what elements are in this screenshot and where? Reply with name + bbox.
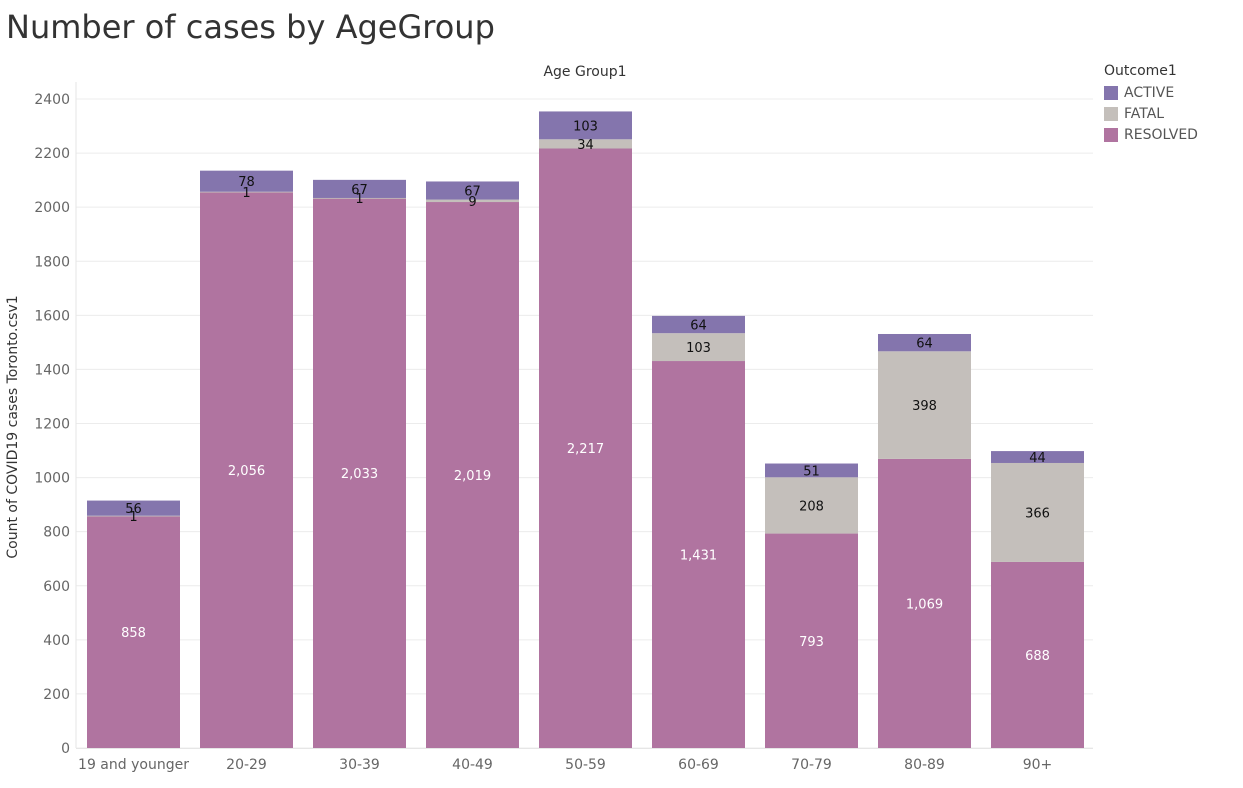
legend-label-resolved: RESOLVED <box>1124 126 1198 143</box>
bar-resolved[interactable] <box>313 198 406 748</box>
legend: Outcome1 ACTIVE FATAL RESOLVED <box>1104 63 1198 145</box>
x-tick-label: 90+ <box>1023 757 1053 773</box>
y-tick-label: 1400 <box>34 362 70 378</box>
bar-active[interactable] <box>652 315 745 334</box>
bar-resolved[interactable] <box>426 202 519 748</box>
data-label-fatal: 1 <box>129 510 137 525</box>
x-tick-label: 60-69 <box>678 757 719 773</box>
bar-resolved[interactable] <box>539 148 632 748</box>
data-label-resolved: 1,431 <box>680 549 717 564</box>
bar-fatal[interactable] <box>313 197 406 199</box>
y-tick-label: 600 <box>43 579 70 595</box>
bar-fatal[interactable] <box>878 351 971 459</box>
bar-active[interactable] <box>539 111 632 140</box>
y-tick-label: 1600 <box>34 308 70 324</box>
legend-title: Outcome1 <box>1104 63 1177 79</box>
bar-resolved[interactable] <box>87 515 180 748</box>
x-tick-label: 50-59 <box>565 757 606 773</box>
data-label-resolved: 688 <box>1025 649 1050 664</box>
data-label-active: 56 <box>125 502 142 517</box>
x-axis: 19 and younger 20-29 30-39 40-49 50-59 60-69 7… <box>76 748 1093 773</box>
y-tick-label: 1000 <box>34 471 70 487</box>
y-tick-label: 0 <box>61 741 70 757</box>
y-tick-label: 1800 <box>34 254 70 270</box>
bar-active[interactable] <box>313 179 406 198</box>
data-label-fatal: 208 <box>799 499 824 514</box>
data-label-resolved: 2,033 <box>341 467 378 482</box>
legend-item-active[interactable]: ACTIVE <box>1104 82 1198 103</box>
y-tick-label: 400 <box>43 633 70 649</box>
bar-resolved[interactable] <box>765 533 858 748</box>
bar-resolved[interactable] <box>200 192 293 749</box>
x-tick-label: 40-49 <box>452 757 493 773</box>
x-tick-label: 80-89 <box>904 757 945 773</box>
x-tick-label: 19 and younger <box>78 757 189 773</box>
bar-active[interactable] <box>765 463 858 478</box>
data-label-fatal: 34 <box>577 138 594 153</box>
bar-fatal[interactable] <box>991 462 1084 562</box>
bar-fatal[interactable] <box>765 477 858 534</box>
y-tick-label: 1200 <box>34 417 70 433</box>
data-label-fatal: 366 <box>1025 506 1050 521</box>
data-label-active: 78 <box>238 175 255 190</box>
bars <box>87 111 1084 749</box>
legend-item-fatal[interactable]: FATAL <box>1104 103 1198 124</box>
data-label-resolved: 1,069 <box>906 597 943 612</box>
data-label-fatal: 1 <box>242 186 250 201</box>
legend-label-active: ACTIVE <box>1124 84 1175 101</box>
data-label-active: 67 <box>351 183 368 198</box>
data-label-resolved: 2,217 <box>567 442 604 457</box>
y-tick-label: 2000 <box>34 200 70 216</box>
bar-fatal[interactable] <box>652 333 745 362</box>
bar-fatal[interactable] <box>87 515 180 517</box>
data-label-active: 67 <box>464 185 481 200</box>
data-label-active: 44 <box>1029 451 1046 466</box>
bar-active[interactable] <box>426 181 519 200</box>
bar-resolved[interactable] <box>652 361 745 748</box>
data-label-fatal: 1 <box>355 192 363 207</box>
legend-swatch-fatal <box>1104 106 1118 121</box>
data-label-resolved: 858 <box>121 626 146 641</box>
bar-active[interactable] <box>878 333 971 352</box>
column-header: Age Group1 <box>543 64 626 80</box>
bar-active[interactable] <box>200 170 293 192</box>
y-tick-label: 200 <box>43 687 70 703</box>
data-label-resolved: 793 <box>799 635 824 650</box>
legend-item-resolved[interactable]: RESOLVED <box>1104 124 1198 145</box>
x-tick-label: 70-79 <box>791 757 832 773</box>
y-tick-label: 2400 <box>34 92 70 108</box>
y-tick-label: 2200 <box>34 146 70 162</box>
y-axis: 0 200 400 600 800 1000 1200 1400 1600 1800 2000 220… <box>34 82 77 757</box>
bar-fatal[interactable] <box>200 191 293 193</box>
legend-label-fatal: FATAL <box>1124 105 1165 122</box>
y-axis-label: Count of COVID19 cases Toronto.csv1 <box>5 295 21 558</box>
data-label-fatal: 398 <box>912 399 937 414</box>
x-tick-label: 30-39 <box>339 757 380 773</box>
data-label-resolved: 2,056 <box>228 464 265 479</box>
x-tick-label: 20-29 <box>226 757 267 773</box>
page-title: Number of cases by AgeGroup <box>6 8 495 46</box>
data-label-active: 103 <box>573 119 598 134</box>
bar-resolved[interactable] <box>991 561 1084 748</box>
bar-fatal[interactable] <box>539 139 632 149</box>
data-label-active: 51 <box>803 464 820 479</box>
data-labels: 8581562,0561782,0331672,0199672,21734103… <box>121 119 1050 664</box>
bar-fatal[interactable] <box>426 199 519 203</box>
data-label-active: 64 <box>916 337 933 352</box>
data-label-active: 64 <box>690 319 707 334</box>
data-label-fatal: 103 <box>686 341 711 356</box>
data-label-fatal: 9 <box>468 195 476 210</box>
legend-swatch-active <box>1104 85 1118 100</box>
legend-swatch-resolved <box>1104 127 1118 142</box>
bar-resolved[interactable] <box>878 458 971 748</box>
data-label-resolved: 2,019 <box>454 469 491 484</box>
y-tick-label: 800 <box>43 525 70 541</box>
bar-active[interactable] <box>991 451 1084 463</box>
bar-active[interactable] <box>87 500 180 516</box>
